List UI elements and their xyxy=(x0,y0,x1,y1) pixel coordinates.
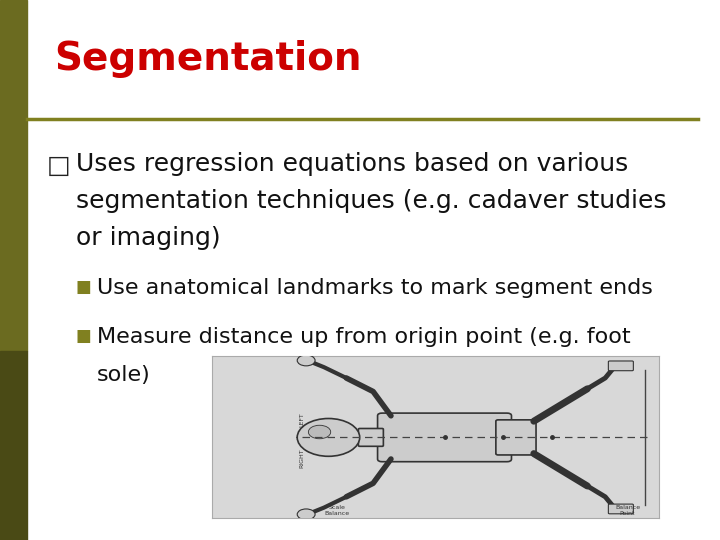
Text: Segmentation: Segmentation xyxy=(54,40,361,78)
Text: ■: ■ xyxy=(76,327,91,345)
Text: segmentation techniques (e.g. cadaver studies: segmentation techniques (e.g. cadaver st… xyxy=(76,189,666,213)
FancyBboxPatch shape xyxy=(496,420,536,455)
Bar xyxy=(0,351,27,540)
Text: ■: ■ xyxy=(76,278,91,296)
FancyBboxPatch shape xyxy=(377,413,511,462)
Text: Measure distance up from origin point (e.g. foot: Measure distance up from origin point (e… xyxy=(97,327,631,347)
Text: LEFT: LEFT xyxy=(300,412,304,427)
Bar xyxy=(0,0,27,351)
FancyBboxPatch shape xyxy=(608,504,634,514)
Circle shape xyxy=(297,418,360,456)
FancyBboxPatch shape xyxy=(608,361,634,370)
FancyBboxPatch shape xyxy=(359,429,383,446)
Text: or imaging): or imaging) xyxy=(76,226,220,249)
Text: Balance
Point: Balance Point xyxy=(615,505,640,516)
Text: RIGHT: RIGHT xyxy=(300,448,304,468)
Text: Scale
Balance: Scale Balance xyxy=(325,505,350,516)
Text: □: □ xyxy=(47,154,71,178)
Text: sole): sole) xyxy=(97,364,151,384)
Circle shape xyxy=(297,355,315,366)
Text: Uses regression equations based on various: Uses regression equations based on vario… xyxy=(76,152,628,176)
Circle shape xyxy=(297,509,315,519)
Circle shape xyxy=(308,426,330,438)
Text: Use anatomical landmarks to mark segment ends: Use anatomical landmarks to mark segment… xyxy=(97,278,653,298)
